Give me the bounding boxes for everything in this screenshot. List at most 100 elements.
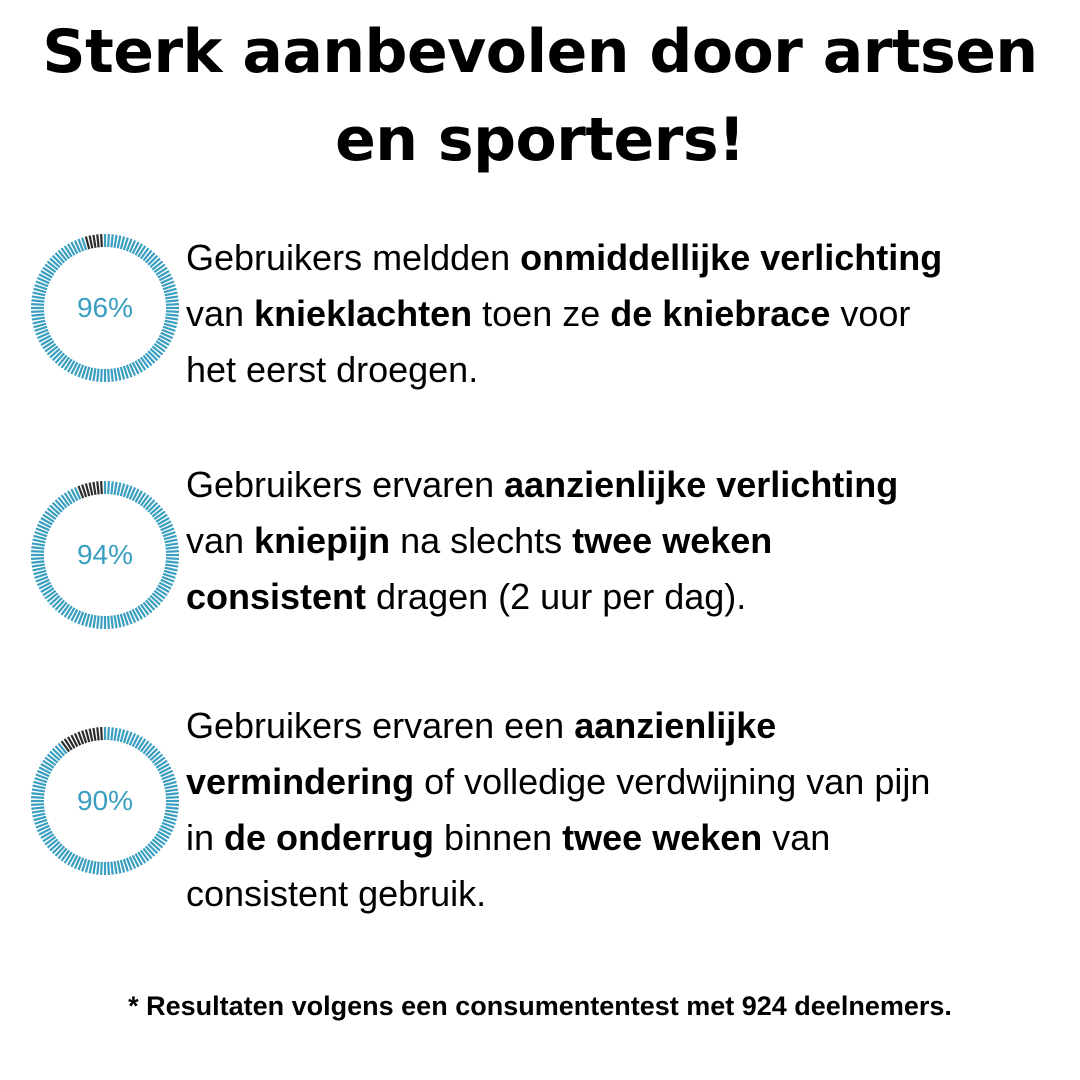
ring-filled-tick <box>63 492 73 505</box>
ring-filled-tick <box>49 750 61 761</box>
ring-filled-tick <box>46 507 59 518</box>
ring-filled-tick <box>119 366 126 380</box>
ring-remainder-tick <box>63 738 73 751</box>
percentage-label-2: 94% <box>76 539 134 570</box>
ring-remainder-tick <box>100 727 103 741</box>
ring-filled-tick <box>149 750 161 761</box>
description-line: vermindering of volledige verdwijning va… <box>186 754 1076 810</box>
ring-filled-tick <box>35 575 49 583</box>
ring-filled-tick <box>125 611 133 625</box>
ring-filled-tick <box>54 845 65 857</box>
headline-line-2: en sporters! <box>335 105 745 175</box>
ring-chart-3 <box>31 727 179 875</box>
ring-filled-tick <box>119 613 126 627</box>
body-text: Gebruikers meldden <box>186 237 521 278</box>
ring-filled-tick <box>96 861 100 875</box>
footnote: * Resultaten volgens een consumententest… <box>128 991 952 1021</box>
ring-filled-tick <box>163 815 177 822</box>
ring-filled-tick <box>110 368 114 382</box>
ring-filled-tick <box>155 266 168 276</box>
ring-filled-tick <box>31 295 45 300</box>
ring-remainder-tick <box>77 485 85 499</box>
ring-filled-tick <box>31 303 45 306</box>
ring-filled-tick <box>63 605 73 618</box>
ring-filled-tick <box>100 368 103 382</box>
ring-filled-tick <box>155 513 168 523</box>
ring-filled-tick <box>42 340 55 350</box>
description-line: Gebruikers ervaren een aanzienlijke <box>186 698 1076 754</box>
percentage-label-1: 96% <box>76 292 134 323</box>
ring-filled-tick <box>161 575 175 583</box>
ring-filled-tick <box>162 325 176 332</box>
body-text: dragen (2 uur per dag). <box>366 576 747 617</box>
ring-filled-tick <box>139 849 150 862</box>
ring-filled-tick <box>137 738 147 751</box>
ring-filled-tick <box>165 299 179 303</box>
body-text: toen ze <box>472 293 611 334</box>
ring-filled-tick <box>38 273 52 282</box>
ring-filled-tick <box>31 788 45 793</box>
stat-description-2: Gebruikers ervaren aanzienlijke verlicht… <box>186 457 1076 625</box>
ring-filled-tick <box>119 236 126 250</box>
body-text: Gebruikers ervaren <box>186 464 505 505</box>
ring-filled-tick <box>77 611 85 625</box>
ring-filled-tick <box>31 563 45 568</box>
ring-filled-tick <box>38 581 52 590</box>
ring-filled-tick <box>44 756 57 767</box>
emphasis-text: de kniebrace <box>610 293 831 334</box>
ring-filled-tick <box>142 354 153 367</box>
body-text: in <box>186 817 225 858</box>
ring-filled-tick <box>32 319 46 325</box>
ring-remainder-tick <box>84 236 91 250</box>
body-text: van <box>762 817 831 858</box>
ring-filled-tick <box>57 601 68 614</box>
ring-filled-tick <box>113 727 118 741</box>
ring-filled-tick <box>54 352 65 364</box>
ring-filled-tick <box>139 356 150 369</box>
ring-filled-tick <box>49 595 61 606</box>
ring-remainder-tick <box>88 235 94 249</box>
ring-filled-tick <box>145 499 156 511</box>
ring-remainder-tick <box>73 732 82 746</box>
ring-filled-tick <box>110 234 114 248</box>
ring-filled-tick <box>92 368 97 382</box>
emphasis-text: twee weken <box>562 817 763 858</box>
ring-filled-tick <box>35 821 49 829</box>
ring-filled-tick <box>70 608 79 622</box>
ring-filled-tick <box>155 587 168 597</box>
ring-filled-tick <box>63 245 73 258</box>
body-text: het eerst droegen. <box>186 349 479 390</box>
ring-filled-tick <box>67 243 76 256</box>
ring-filled-tick <box>163 287 177 294</box>
ring-filled-tick <box>157 584 170 593</box>
ring-filled-tick <box>33 287 47 294</box>
ring-filled-tick <box>113 368 118 382</box>
ring-filled-tick <box>153 342 166 353</box>
ring-filled-tick <box>34 284 48 291</box>
ring-filled-tick <box>147 254 159 266</box>
ring-filled-tick <box>163 534 177 541</box>
ring-filled-tick <box>116 614 122 628</box>
ring-filled-tick <box>60 603 71 616</box>
ring-filled-tick <box>164 812 178 818</box>
ring-filled-tick <box>153 510 166 521</box>
ring-filled-tick <box>36 276 50 285</box>
ring-filled-tick <box>147 350 159 362</box>
ring-filled-tick <box>131 608 140 622</box>
ring-filled-tick <box>157 337 170 346</box>
ring-filled-tick <box>31 560 45 564</box>
ring-filled-tick <box>38 520 52 529</box>
ring-filled-tick <box>158 273 172 282</box>
emphasis-text: knieklachten <box>254 293 473 334</box>
ring-filled-tick <box>153 263 166 274</box>
description-line: Gebruikers ervaren aanzienlijke verlicht… <box>186 457 1076 513</box>
ring-filled-tick <box>165 560 179 564</box>
ring-filled-tick <box>116 367 122 381</box>
ring-filled-tick <box>57 354 68 367</box>
ring-filled-tick <box>165 550 179 553</box>
ring-filled-tick <box>139 494 150 507</box>
body-text: consistent gebruik. <box>186 873 487 914</box>
ring-filled-tick <box>51 597 63 609</box>
ring-filled-tick <box>153 835 166 846</box>
ring-filled-tick <box>36 824 50 833</box>
